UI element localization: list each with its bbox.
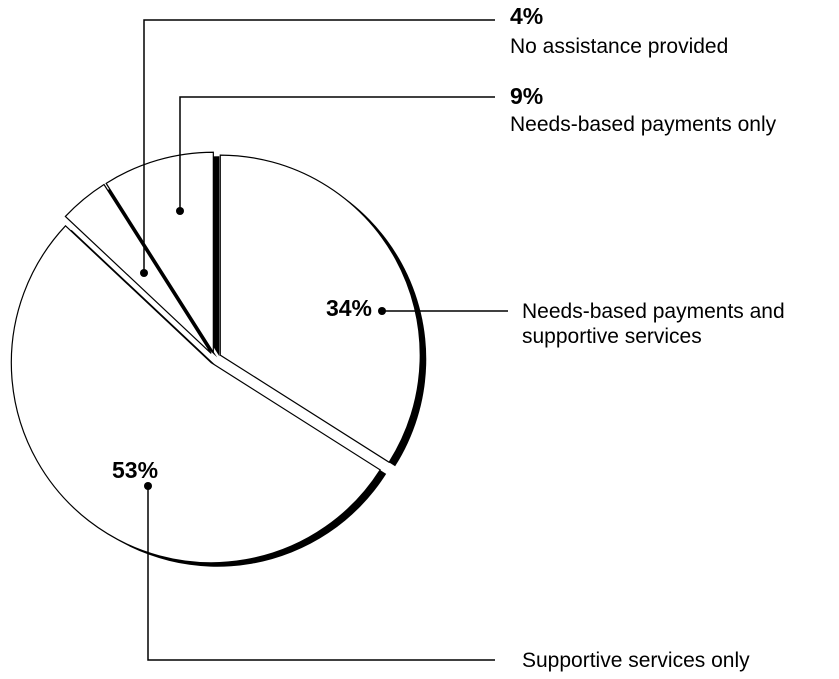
category-label: Needs-based payments only	[510, 113, 777, 136]
leader-dot	[140, 269, 148, 277]
leader-dot	[378, 307, 386, 315]
leader-line	[147, 486, 495, 661]
value-label: 34%	[325, 295, 372, 321]
leader-line	[179, 96, 495, 211]
slice	[64, 183, 212, 354]
value-label: 9%	[510, 83, 544, 109]
category-label: No assistance provided	[510, 35, 729, 58]
category-label: Supportive services only	[522, 649, 750, 672]
value-label: 53%	[112, 457, 159, 483]
slice	[10, 224, 382, 564]
leader-line	[143, 19, 495, 273]
leader-dot	[144, 482, 152, 490]
value-label: 4%	[510, 3, 544, 29]
category-label: Needs-based payments and supportive serv…	[522, 300, 785, 348]
slice	[219, 154, 421, 464]
leader-dot	[176, 207, 184, 215]
slice	[105, 151, 214, 355]
